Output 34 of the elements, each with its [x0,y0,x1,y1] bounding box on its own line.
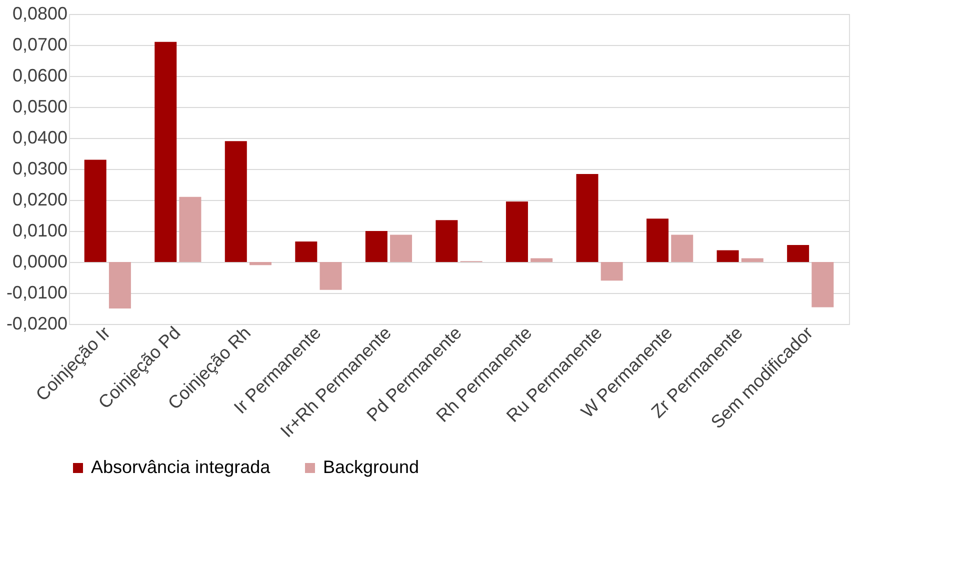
bar [108,262,131,308]
bar [365,231,388,262]
y-tick-label: 0,0200 [12,190,68,210]
bar [84,160,106,262]
y-tick-label: 0,0800 [12,4,68,24]
legend-label: Absorvância integrada [91,457,272,477]
y-tick-label: 0,0700 [12,34,68,54]
bar [506,202,528,262]
y-tick-label: 0,0000 [12,252,68,272]
bar [646,218,669,262]
y-tick-label: 0,0100 [12,220,68,240]
bar [812,262,834,308]
bar [530,258,553,262]
bar [600,262,623,281]
bar [576,174,598,262]
bar [224,141,247,262]
bar [671,234,694,262]
legend-label: Background [323,457,420,477]
y-tick-label: -0,0100 [6,282,68,302]
bar [249,262,272,266]
bar [741,258,764,262]
bar [154,42,177,262]
y-tick-label: 0,0500 [12,96,68,116]
y-tick-label: 0,0300 [12,158,68,178]
bar [320,262,342,290]
bar [436,220,458,262]
bar [179,196,202,262]
y-tick-label: 0,0400 [12,128,68,148]
bar [295,242,318,262]
y-tick-label: -0,0200 [6,314,68,334]
bar [787,244,810,262]
y-tick-label: 0,0600 [12,66,68,86]
bar [716,250,739,262]
bar [390,234,412,262]
